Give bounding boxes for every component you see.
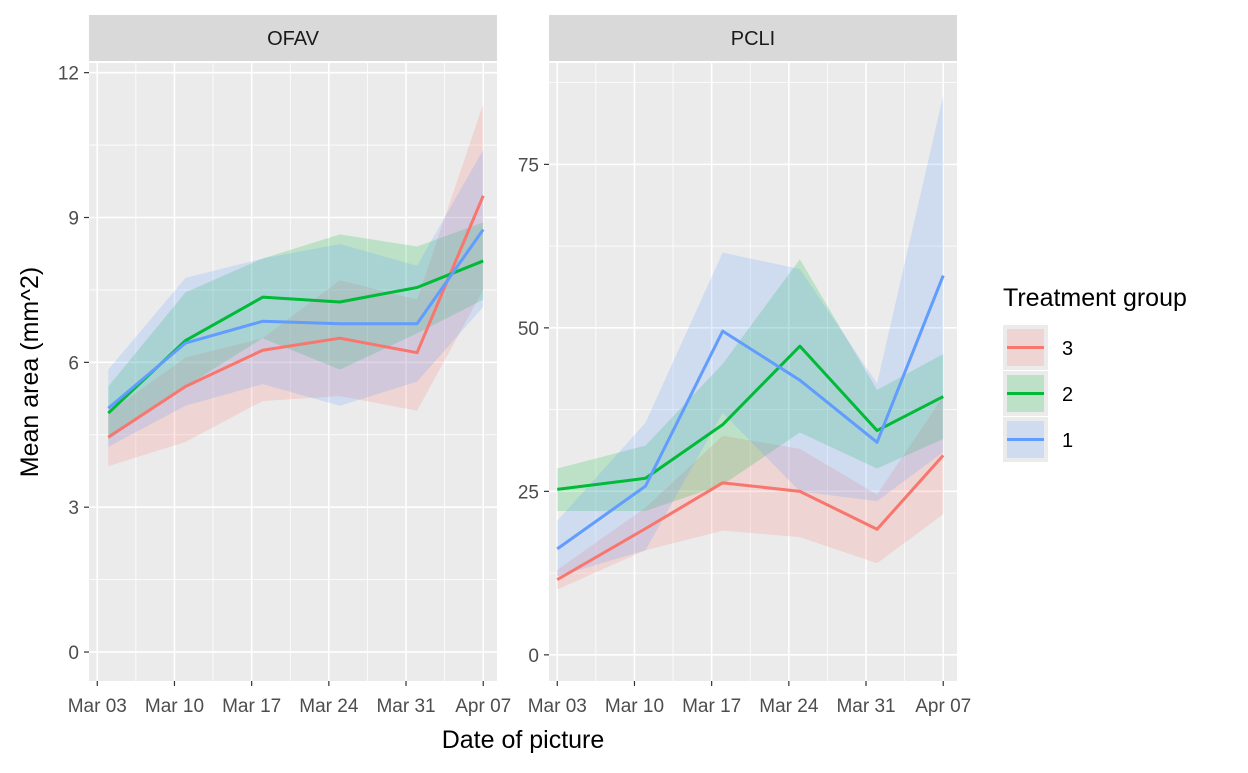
confidence-ribbon-group-3 [108, 104, 484, 467]
x-axis-title: Date of picture [442, 726, 605, 754]
x-tick-label: Mar 31 [376, 696, 435, 717]
legend-label: 3 [1062, 338, 1073, 360]
x-tick-label: Mar 31 [836, 696, 895, 717]
y-tick-label: 0 [528, 646, 539, 667]
x-tick-label: Mar 03 [68, 696, 127, 717]
series-line-group-1 [107, 228, 485, 410]
x-tick-label: Apr 07 [915, 696, 971, 717]
y-tick-label: 25 [518, 482, 539, 503]
y-axis-title: Mean area (mm^2) [16, 267, 44, 477]
panel-ofav: OFAV 0 3 6 9 12 Mar 03 Mar 10 Mar 17 Mar 24 Mar 31… [58, 15, 511, 717]
confidence-ribbon-group-2 [108, 222, 484, 440]
legend-title: Treatment group [1003, 284, 1187, 312]
x-tick-label: Mar 10 [605, 696, 664, 717]
y-tick-label: 6 [68, 353, 79, 374]
x-tick-label: Mar 03 [528, 696, 587, 717]
y-tick-label: 50 [518, 319, 539, 340]
y-tick-label: 12 [58, 64, 79, 85]
series-line-group-3 [556, 454, 945, 581]
confidence-ribbon-group-1 [557, 95, 944, 577]
y-tick-label: 9 [68, 209, 79, 230]
panel-strip [89, 15, 497, 61]
series-line-group-3 [107, 195, 485, 439]
y-tick-label: 75 [518, 155, 539, 176]
x-tick-label: Mar 24 [299, 696, 359, 717]
panel-background [89, 63, 497, 681]
confidence-ribbon-group-2 [557, 259, 944, 511]
legend: Treatment group 3 2 1 [1003, 284, 1187, 462]
x-tick-label: Mar 17 [682, 696, 741, 717]
y-tick-label: 3 [68, 498, 79, 519]
y-tick-label: 0 [68, 643, 79, 664]
x-tick-label: Mar 10 [145, 696, 204, 717]
panel-strip-title: OFAV [267, 28, 320, 50]
series-line-group-1 [556, 274, 945, 551]
series-line-group-2 [557, 344, 944, 491]
legend-label: 2 [1062, 384, 1073, 406]
panel-pcli: PCLI 0 25 50 75 Mar 03 Mar 10 Mar 17 Mar 24 Mar 3… [518, 15, 971, 717]
x-tick-label: Apr 07 [455, 696, 511, 717]
confidence-ribbon-group-3 [557, 396, 944, 590]
panel-background [549, 63, 957, 681]
panel-strip [549, 15, 957, 61]
panel-strip-title: PCLI [731, 28, 775, 50]
x-tick-label: Mar 17 [222, 696, 281, 717]
x-tick-label: Mar 24 [759, 696, 819, 717]
legend-label: 1 [1062, 430, 1073, 452]
